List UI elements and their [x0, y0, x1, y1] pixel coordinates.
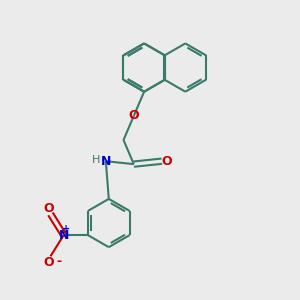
Text: O: O	[128, 109, 139, 122]
Text: H: H	[92, 155, 100, 165]
Text: N: N	[58, 229, 69, 242]
Text: -: -	[56, 255, 61, 268]
Text: O: O	[43, 256, 54, 269]
Text: N: N	[100, 155, 111, 168]
Text: O: O	[161, 155, 172, 168]
Text: O: O	[43, 202, 54, 215]
Text: +: +	[62, 224, 70, 234]
